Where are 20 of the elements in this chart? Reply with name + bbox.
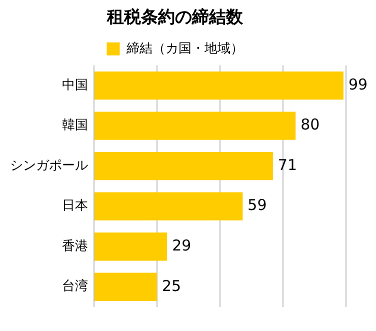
y-tick-label: 中国 bbox=[62, 78, 88, 93]
bar bbox=[94, 272, 157, 301]
data-label: 25 bbox=[162, 276, 182, 295]
data-label: 80 bbox=[300, 116, 320, 134]
data-label: 29 bbox=[172, 236, 192, 254]
bar bbox=[94, 232, 168, 261]
chart-title: 租税条約の締結数 bbox=[106, 8, 244, 28]
bar bbox=[94, 71, 344, 100]
y-tick-label: 台湾 bbox=[62, 278, 88, 294]
data-label: 99 bbox=[348, 75, 368, 94]
y-tick-label: 日本 bbox=[62, 198, 88, 214]
bar bbox=[94, 152, 273, 180]
data-label: 59 bbox=[248, 196, 267, 214]
y-tick-label: 香港 bbox=[62, 238, 88, 254]
bar bbox=[94, 112, 296, 140]
y-tick-label: シンガポール bbox=[10, 158, 88, 174]
bar bbox=[94, 192, 243, 220]
legend-label: 締結（カ国・地域） bbox=[125, 41, 244, 56]
y-tick-label: 韓国 bbox=[62, 118, 88, 134]
data-label: 71 bbox=[278, 156, 298, 174]
